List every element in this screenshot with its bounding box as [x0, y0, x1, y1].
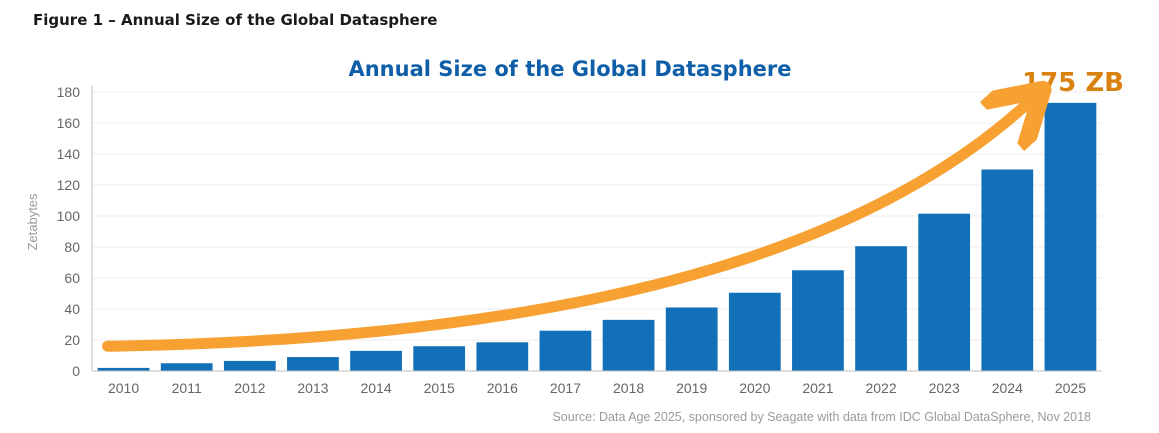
chart-title: Annual Size of the Global Datasphere	[348, 57, 792, 81]
figure-caption: Figure 1 – Annual Size of the Global Dat…	[33, 11, 438, 29]
y-tick-label: 80	[64, 239, 80, 255]
bar-2012	[223, 360, 276, 371]
bar-2020	[728, 292, 781, 371]
bar-2013	[287, 357, 339, 371]
x-tick-label: 2014	[360, 380, 391, 396]
bar-2010	[97, 367, 150, 371]
bar-2023	[918, 213, 971, 371]
x-tick-label: 2019	[676, 380, 707, 396]
x-tick-label: 2017	[550, 380, 581, 396]
bar-2019	[665, 307, 718, 371]
bar-2017	[539, 330, 592, 371]
y-tick-label: 100	[57, 208, 81, 224]
y-tick-label: 0	[72, 363, 80, 379]
x-tick-label: 2020	[739, 380, 770, 396]
x-tick-label: 2016	[487, 380, 518, 396]
bar-2011	[160, 363, 213, 371]
x-tick-label: 2022	[865, 380, 896, 396]
bar-2018	[602, 319, 655, 371]
bar-2025	[1044, 102, 1097, 371]
y-tick-label: 140	[57, 146, 81, 162]
bar-2016	[476, 342, 529, 371]
x-tick-label: 2025	[1055, 380, 1086, 396]
y-tick-label: 40	[64, 301, 80, 317]
x-tick-label: 2018	[613, 380, 644, 396]
y-tick-label: 20	[64, 332, 80, 348]
x-tick-label: 2015	[424, 380, 455, 396]
y-tick-label: 120	[57, 177, 81, 193]
bar-2014	[350, 350, 402, 371]
x-tick-label: 2013	[297, 380, 328, 396]
x-tick-label: 2023	[929, 380, 960, 396]
growth-arrow	[102, 104, 1027, 352]
x-tick-label: 2010	[108, 380, 139, 396]
x-tick-label: 2011	[172, 380, 202, 396]
source-note: Source: Data Age 2025, sponsored by Seag…	[552, 410, 1091, 424]
y-tick-label: 180	[57, 84, 81, 100]
y-tick-label: 60	[64, 270, 80, 286]
bar-2022	[855, 246, 907, 371]
bar-2024	[981, 169, 1034, 371]
x-tick-label: 2012	[234, 380, 265, 396]
bar-2021	[792, 270, 844, 371]
bar-2015	[413, 346, 466, 371]
x-tick-label: 2021	[802, 380, 833, 396]
y-tick-label: 160	[57, 115, 81, 131]
x-tick-label: 2024	[992, 380, 1023, 396]
